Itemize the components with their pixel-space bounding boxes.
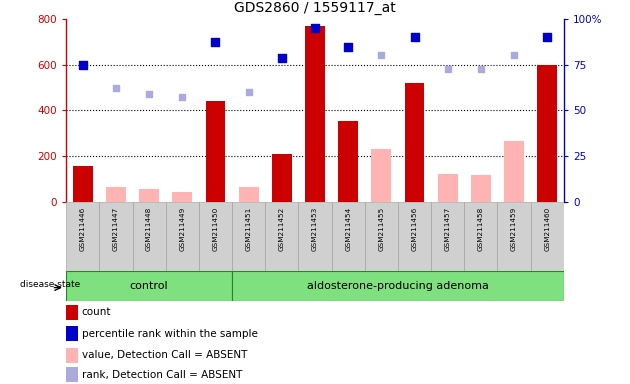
Bar <box>372 149 391 202</box>
Bar <box>205 101 226 202</box>
Text: rank, Detection Call = ABSENT: rank, Detection Call = ABSENT <box>82 370 242 380</box>
Bar <box>464 202 498 271</box>
Bar <box>299 202 331 271</box>
Text: value, Detection Call = ABSENT: value, Detection Call = ABSENT <box>82 350 247 360</box>
Text: GSM211457: GSM211457 <box>445 207 450 252</box>
Point <box>77 62 88 68</box>
Bar <box>100 202 132 271</box>
Point <box>476 66 486 73</box>
Point <box>111 84 121 91</box>
Text: GSM211459: GSM211459 <box>511 207 517 252</box>
Text: GSM211446: GSM211446 <box>80 207 86 252</box>
Point <box>376 51 386 58</box>
Text: GSM211449: GSM211449 <box>180 207 185 252</box>
Text: GSM211456: GSM211456 <box>411 207 418 252</box>
Bar <box>66 367 77 382</box>
Bar <box>431 202 464 271</box>
Bar <box>232 202 265 271</box>
Bar <box>331 202 365 271</box>
Point <box>144 91 154 98</box>
Bar <box>338 121 358 202</box>
Point <box>210 39 220 45</box>
Text: disease state: disease state <box>20 280 80 289</box>
Text: GSM211447: GSM211447 <box>113 207 119 252</box>
Point <box>244 89 254 95</box>
Bar <box>66 271 232 301</box>
Title: GDS2860 / 1559117_at: GDS2860 / 1559117_at <box>234 2 396 15</box>
Text: aldosterone-producing adenoma: aldosterone-producing adenoma <box>307 281 489 291</box>
Bar <box>66 202 100 271</box>
Bar <box>537 65 557 202</box>
Point <box>177 94 187 100</box>
Text: percentile rank within the sample: percentile rank within the sample <box>82 329 258 339</box>
Bar <box>498 202 530 271</box>
Point <box>509 51 519 58</box>
Text: GSM211451: GSM211451 <box>246 207 251 252</box>
Bar <box>232 271 564 301</box>
Text: GSM211453: GSM211453 <box>312 207 318 252</box>
Bar <box>398 202 431 271</box>
Point <box>277 55 287 61</box>
Bar <box>239 187 258 202</box>
Bar <box>438 174 457 202</box>
Point <box>542 35 553 41</box>
Bar <box>173 192 192 202</box>
Bar <box>305 26 325 202</box>
Bar <box>365 202 398 271</box>
Bar <box>265 202 299 271</box>
Bar <box>404 83 425 202</box>
Text: GSM211448: GSM211448 <box>146 207 152 252</box>
Bar <box>66 326 77 341</box>
Text: GSM211460: GSM211460 <box>544 207 550 252</box>
Text: GSM211455: GSM211455 <box>379 207 384 252</box>
Bar <box>66 305 77 319</box>
Text: GSM211452: GSM211452 <box>279 207 285 252</box>
Bar <box>530 202 564 271</box>
Text: GSM211458: GSM211458 <box>478 207 484 252</box>
Text: GSM211450: GSM211450 <box>212 207 219 252</box>
Point <box>410 35 420 41</box>
Bar <box>132 202 166 271</box>
Text: GSM211454: GSM211454 <box>345 207 351 252</box>
Bar <box>504 141 524 202</box>
Bar <box>106 187 126 202</box>
Point <box>443 66 453 73</box>
Bar <box>66 348 77 362</box>
Bar <box>199 202 232 271</box>
Text: count: count <box>82 307 111 317</box>
Bar <box>272 154 292 202</box>
Point <box>343 43 353 50</box>
Text: control: control <box>130 281 168 291</box>
Point <box>310 25 320 31</box>
Bar <box>471 175 491 202</box>
Bar <box>166 202 199 271</box>
Bar <box>139 189 159 202</box>
Bar <box>73 166 93 202</box>
